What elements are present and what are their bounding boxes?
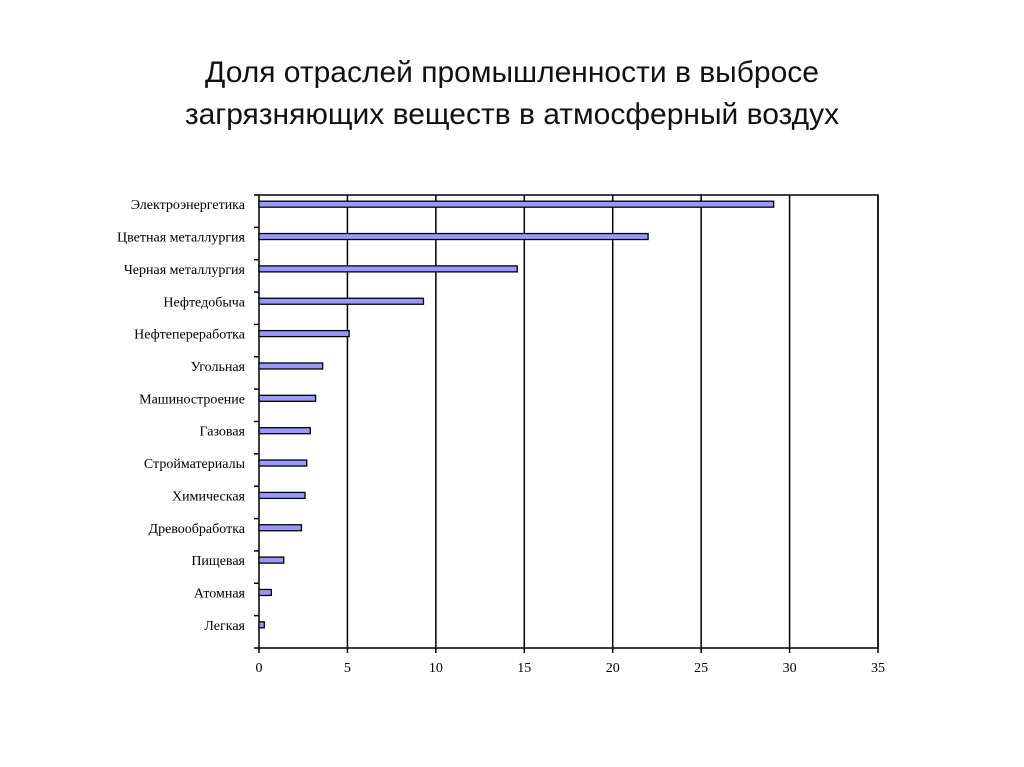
- bar: [258, 427, 311, 435]
- bar: [258, 394, 317, 402]
- chart-title-line-1: Доля отраслей промышленности в выбросе: [205, 56, 819, 89]
- bar: [258, 200, 775, 208]
- x-tick-label: 20: [606, 661, 620, 676]
- category-label: Древообработка: [149, 522, 246, 537]
- category-label: Газовая: [200, 425, 246, 440]
- category-label: Нефтепереработка: [134, 328, 246, 343]
- category-label: Черная металлургия: [124, 263, 246, 278]
- x-tick-label: 5: [344, 661, 351, 676]
- bar: [258, 621, 265, 629]
- x-tick-label: 35: [871, 661, 885, 676]
- x-tick-label: 30: [783, 661, 797, 676]
- x-tick-label: 0: [256, 661, 263, 676]
- bar: [258, 362, 324, 370]
- bar: [258, 265, 518, 273]
- bar: [258, 588, 273, 597]
- category-label: Пищевая: [191, 554, 245, 569]
- bar: [258, 524, 303, 532]
- chart-title-line-2: загрязняющих веществ в атмосферный возду…: [184, 98, 840, 131]
- category-label: Стройматериалы: [144, 457, 246, 472]
- bar: [258, 232, 649, 241]
- bar: [258, 297, 425, 305]
- bar: [258, 329, 350, 338]
- bar: [258, 491, 306, 500]
- category-label: Химическая: [172, 489, 246, 504]
- category-label: Машиностроение: [139, 392, 245, 407]
- category-label: Атомная: [194, 586, 246, 601]
- category-label: Электроэнергетика: [131, 198, 246, 213]
- bar: [258, 459, 308, 467]
- category-label: Угольная: [191, 360, 246, 375]
- x-tick-label: 25: [694, 661, 708, 676]
- x-tick-label: 10: [429, 661, 443, 676]
- category-label: Нефтедобыча: [163, 295, 245, 310]
- bar: [258, 556, 285, 564]
- category-label: Цветная металлургия: [117, 231, 246, 246]
- category-label: Легкая: [204, 619, 245, 634]
- chart-title: Доля отраслей промышленности в выбросе з…: [0, 52, 1024, 136]
- x-tick-label: 15: [517, 661, 531, 676]
- plot-area: [258, 194, 879, 649]
